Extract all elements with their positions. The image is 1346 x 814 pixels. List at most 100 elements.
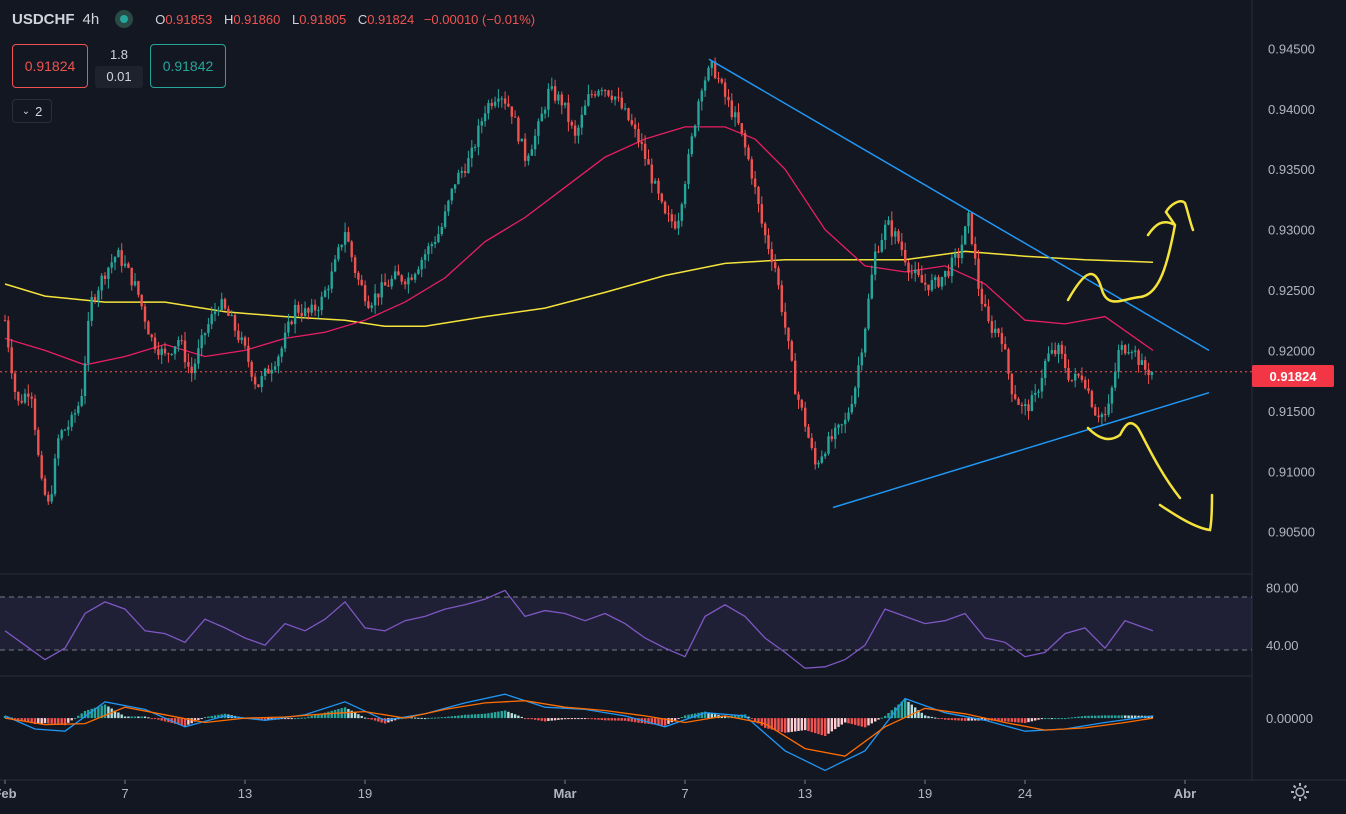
candle-body xyxy=(934,277,937,281)
macd-histogram-bar xyxy=(800,718,803,731)
candle-body xyxy=(523,138,527,161)
candle-body xyxy=(974,244,977,259)
candle-body xyxy=(857,365,860,388)
candle-body xyxy=(363,285,367,302)
macd-histogram-bar xyxy=(750,718,753,720)
sell-button[interactable]: 0.91824 xyxy=(12,44,88,88)
macd-histogram-bar xyxy=(537,718,540,721)
price-tick: 0.94500 xyxy=(1268,41,1315,56)
candle-body xyxy=(440,227,443,234)
candle-body xyxy=(590,94,593,96)
candle-body xyxy=(593,94,597,96)
macd-histogram-bar xyxy=(740,714,743,719)
macd-histogram-bar xyxy=(550,718,553,721)
chevron-down-icon: ⌄ xyxy=(21,105,31,117)
trendlines-layer xyxy=(708,58,1210,509)
candle-body xyxy=(927,284,930,291)
macd-histogram-bar xyxy=(810,718,813,733)
candle-body xyxy=(894,231,897,237)
macd-histogram-bar xyxy=(753,718,757,722)
candle-body xyxy=(267,368,270,374)
symbol-name[interactable]: USDCHF xyxy=(12,10,75,28)
candle-body xyxy=(77,405,80,414)
candle-body xyxy=(347,232,350,242)
macd-histogram-bar xyxy=(520,716,523,719)
candle-body xyxy=(180,340,183,342)
candle-body xyxy=(540,113,543,122)
buy-button[interactable]: 0.91842 xyxy=(150,44,226,88)
macd-histogram-bar xyxy=(360,715,363,719)
gear-icon[interactable] xyxy=(1290,782,1310,802)
macd-histogram-bar xyxy=(1107,715,1110,719)
candle-body xyxy=(947,270,950,277)
close-label: C xyxy=(357,11,368,27)
candle-body xyxy=(497,98,500,102)
macd-histogram-bar xyxy=(937,718,940,720)
candle-body xyxy=(450,188,453,201)
macd-histogram-bar xyxy=(984,718,987,721)
candle-body xyxy=(370,305,373,309)
candle-body xyxy=(570,121,573,126)
macd-histogram-bar xyxy=(927,716,930,719)
candle-body xyxy=(30,396,33,399)
macd-histogram-bar xyxy=(350,710,353,719)
macd-histogram-bar xyxy=(1120,715,1124,719)
macd-histogram-bar xyxy=(1037,718,1040,720)
price-axis: 0.94500 0.94000 0.93500 0.93000 0.92500 0.920… xyxy=(1268,41,1315,539)
macd-histogram-bar xyxy=(954,718,957,721)
candle-body xyxy=(790,341,793,361)
candle-body xyxy=(183,340,187,363)
candle-body xyxy=(917,269,920,275)
candle-body xyxy=(323,290,327,297)
candle-body xyxy=(163,348,167,354)
candle-body xyxy=(1037,391,1040,393)
macd-histogram-bar xyxy=(547,718,550,721)
candle-body xyxy=(130,267,133,286)
macd-histogram-bar xyxy=(1027,718,1030,723)
candle-body xyxy=(413,273,417,280)
candle-body xyxy=(7,320,10,348)
macd-histogram-bar xyxy=(760,718,763,726)
timeframe[interactable]: 4h xyxy=(82,10,100,28)
macd-histogram-bar xyxy=(603,718,607,721)
macd-histogram-bar xyxy=(794,718,797,732)
candle-body xyxy=(240,337,243,340)
candle-body xyxy=(860,352,863,366)
candle-body xyxy=(537,121,540,136)
macd-histogram-bar xyxy=(790,718,793,732)
macd-histogram-bar xyxy=(620,718,623,721)
trendline xyxy=(832,391,1210,509)
candle-body xyxy=(157,349,160,355)
candle-body xyxy=(1144,360,1147,370)
macd-histogram-bar xyxy=(1004,718,1007,722)
candle-body xyxy=(20,400,23,403)
candle-body xyxy=(1137,350,1140,365)
candle-body xyxy=(150,334,153,338)
price-tick: 0.91500 xyxy=(1268,404,1315,419)
macd-histogram-bar xyxy=(450,716,453,719)
macd-histogram-bar xyxy=(117,712,120,719)
indicators-toggle-button[interactable]: ⌄ 2 xyxy=(12,99,52,123)
ma-slow-line xyxy=(4,250,1154,328)
macd-histogram-bar xyxy=(303,717,307,719)
candle-body xyxy=(153,337,157,350)
macd-histogram-bar xyxy=(477,714,480,719)
macd-histogram-bar xyxy=(67,718,70,723)
candle-body xyxy=(400,275,403,282)
macd-histogram-bar xyxy=(830,718,833,732)
candle-body xyxy=(1000,333,1004,345)
macd-histogram-bar xyxy=(97,706,100,719)
candle-body xyxy=(247,345,250,362)
quantity-value[interactable]: 1.8 xyxy=(109,47,129,62)
candle-body xyxy=(967,212,970,227)
candle-body xyxy=(937,277,940,287)
macd-histogram-bar xyxy=(1110,715,1114,719)
candle-body xyxy=(970,212,974,244)
macd-histogram-bar xyxy=(1050,718,1054,720)
rsi-axis: 80.00 40.00 xyxy=(1266,581,1299,654)
macd-histogram-bar xyxy=(427,717,430,719)
candle-body xyxy=(493,101,497,106)
candle-body xyxy=(637,129,640,142)
time-tick: 19 xyxy=(358,786,372,801)
